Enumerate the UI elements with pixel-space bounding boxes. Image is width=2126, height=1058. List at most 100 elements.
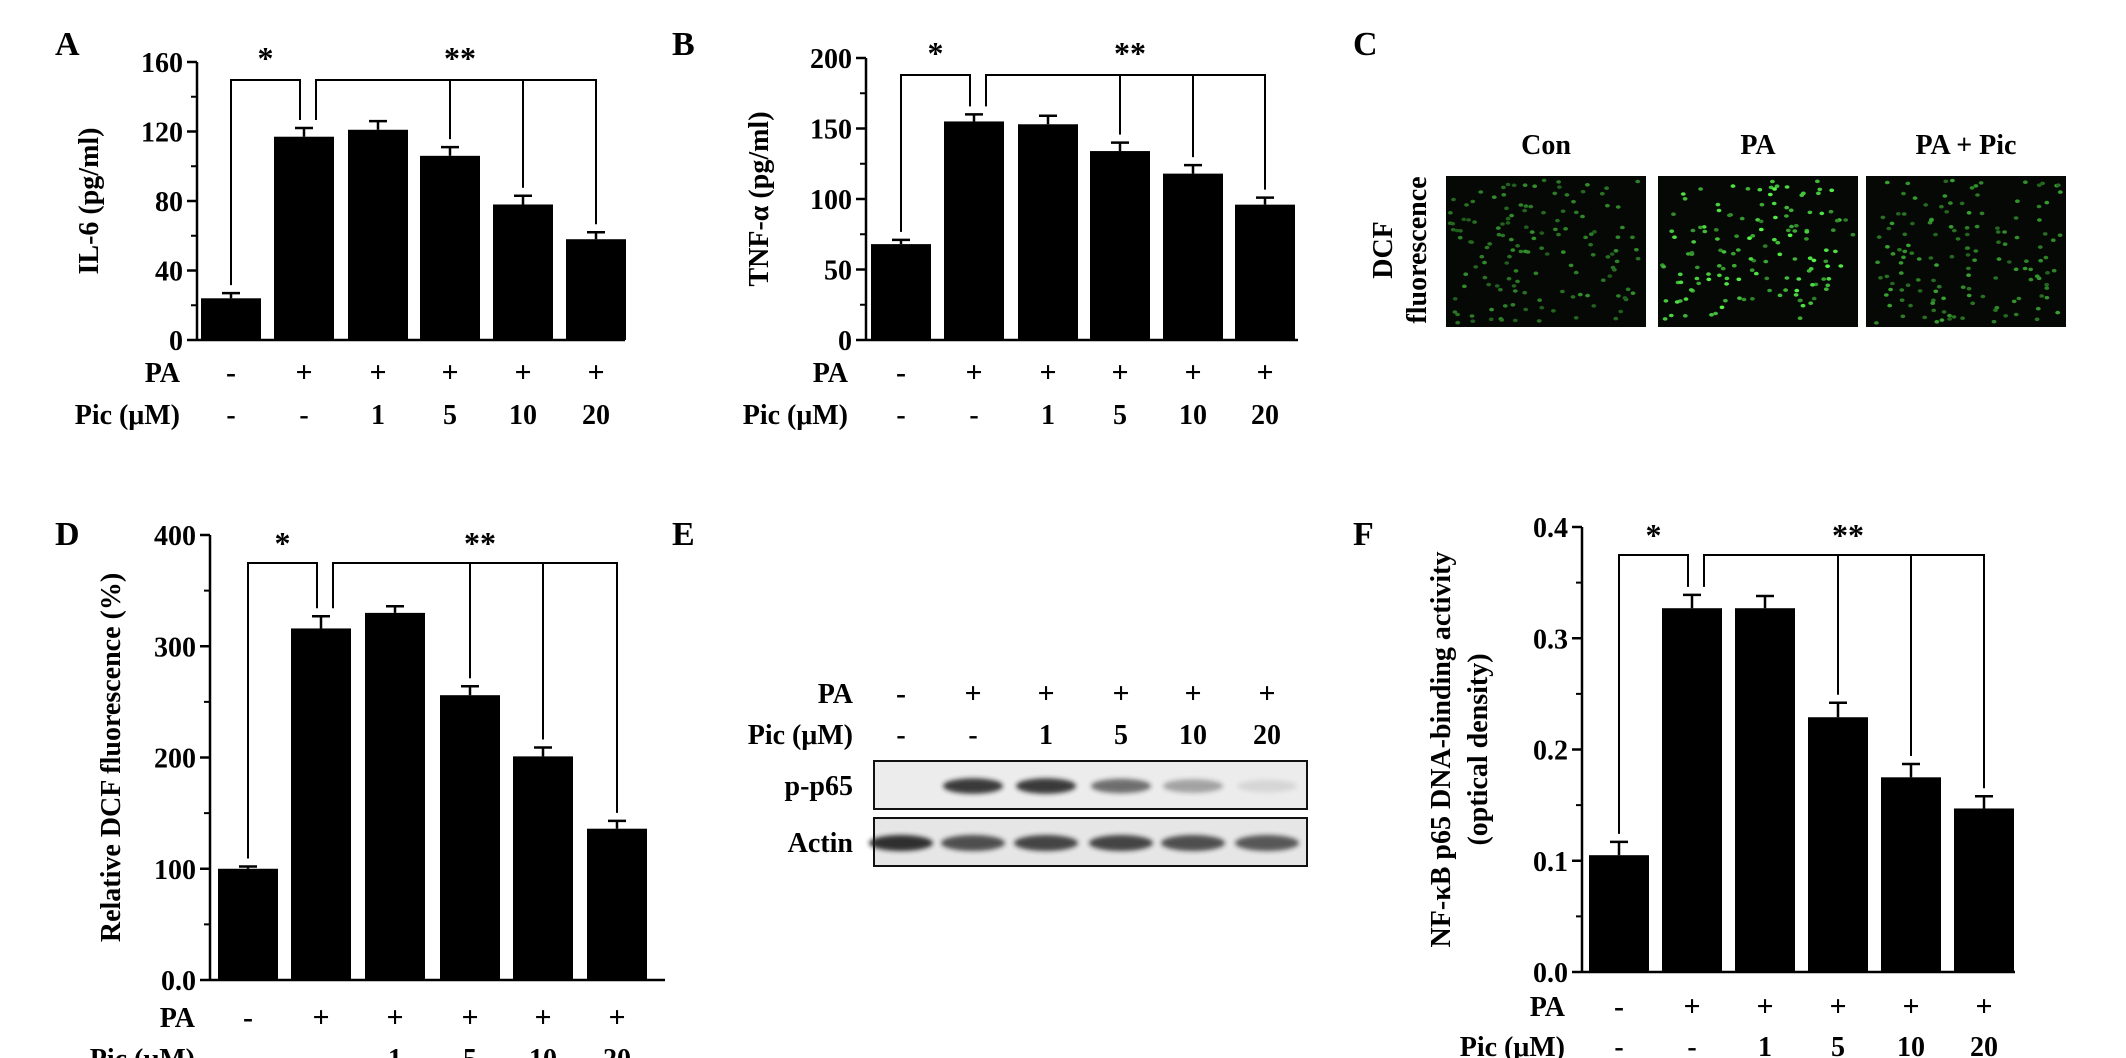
panel-label-e: E (672, 516, 695, 553)
cell (1605, 255, 1611, 259)
significance-bracket (900, 74, 971, 232)
cell (1463, 272, 1469, 277)
pa-value: + (1037, 677, 1054, 710)
cell (1931, 278, 1936, 283)
cell (1560, 209, 1566, 213)
bar (1235, 204, 1295, 340)
cell (1749, 268, 1755, 273)
pa-value: + (441, 356, 458, 389)
bar (1589, 855, 1649, 972)
cell (1965, 253, 1971, 257)
cell (1739, 216, 1745, 221)
cell (1616, 294, 1621, 298)
cell (1505, 216, 1511, 221)
pic-value: 1 (1758, 1032, 1772, 1058)
pic-row-label: Pic (μM) (743, 400, 848, 431)
pic-value: - (299, 400, 308, 431)
cell (1964, 226, 1970, 230)
cell (2043, 255, 2049, 260)
cell (1674, 300, 1680, 304)
cell (1948, 225, 1954, 229)
cell (1605, 203, 1610, 208)
cell (1991, 319, 1997, 324)
cell (1515, 279, 1520, 284)
cell (1488, 317, 1494, 322)
cell (1905, 181, 1911, 186)
cell (1772, 187, 1777, 191)
cell (1768, 185, 1774, 190)
cell (1518, 249, 1524, 254)
pic-value: 5 (463, 1044, 477, 1058)
cell (1698, 225, 1703, 230)
cell (1500, 222, 1505, 226)
cell (1899, 288, 1905, 292)
cell (1807, 256, 1813, 261)
cell (1533, 271, 1539, 276)
cell (1452, 297, 1458, 301)
cell (1753, 271, 1759, 276)
cell (1951, 228, 1957, 233)
cell (1682, 314, 1688, 318)
cell (1800, 303, 1806, 308)
cell (2037, 218, 2042, 222)
y-axis-label: NF-κB p65 DNA-binding activity (1426, 552, 1457, 948)
cell (1468, 240, 1473, 244)
bar (274, 136, 334, 340)
cell (1792, 257, 1798, 261)
cell (1771, 201, 1777, 206)
panel-e: PA Pic (μM) - + + + + + - - 1 5 10 20 p-p65 Actin (748, 677, 1308, 867)
pic-value: 5 (1113, 400, 1127, 431)
pa-value: + (1258, 677, 1275, 710)
cell (1811, 258, 1817, 263)
y-tick-label: 50 (824, 256, 852, 287)
cell (2055, 310, 2061, 315)
cell (2002, 242, 2008, 246)
cell (2038, 258, 2044, 263)
y-tick-label: 100 (810, 185, 852, 216)
cell (2023, 180, 2028, 184)
cell (1448, 211, 1453, 215)
cell (1470, 319, 1476, 324)
cell (1510, 303, 1516, 307)
cell (1794, 288, 1800, 293)
cell (1720, 266, 1726, 271)
cell (1513, 269, 1519, 273)
cell (1590, 253, 1596, 257)
cell (1980, 294, 1986, 299)
cell (1560, 289, 1565, 294)
cell (1850, 232, 1856, 237)
cell (2044, 286, 2050, 290)
y-tick-label: 0 (169, 326, 183, 357)
significance-stars: ** (1114, 35, 1146, 71)
cell (1536, 319, 1542, 323)
cell (1880, 215, 1886, 220)
panel-label-d: D (55, 516, 80, 553)
cell (1571, 199, 1576, 204)
cell (1884, 180, 1890, 185)
cell (1876, 235, 1882, 239)
bar (348, 129, 408, 340)
cell (1825, 264, 1830, 269)
significance-stars: ** (464, 525, 496, 561)
cell (1669, 229, 1675, 233)
cell (1931, 298, 1936, 303)
cell (1531, 236, 1537, 241)
cell (1691, 240, 1697, 244)
cell (1541, 210, 1546, 215)
bar (513, 756, 573, 980)
pa-value: + (1256, 356, 1273, 389)
cell (1511, 183, 1517, 188)
cell (1909, 251, 1915, 255)
cell (1797, 298, 1803, 303)
cell (1523, 225, 1529, 229)
cell (1804, 237, 1809, 241)
cell (1966, 293, 1972, 298)
cell (1698, 187, 1703, 191)
bar (1090, 151, 1150, 340)
cell (1792, 229, 1798, 233)
cell (1941, 296, 1946, 301)
y-tick-label: 0.2 (1533, 736, 1568, 767)
bar (566, 239, 626, 340)
